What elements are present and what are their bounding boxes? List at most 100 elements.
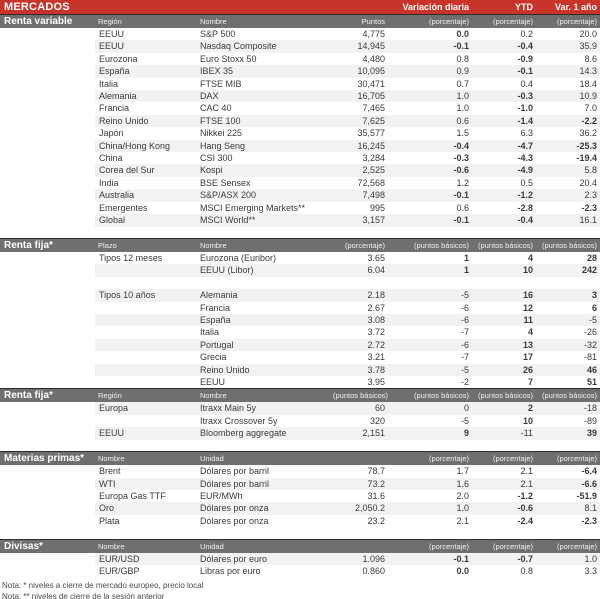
cell-ytd-change: 12 xyxy=(523,302,534,313)
table-row: España IBEX 35 10,095 0.9 -0.1 14.3 xyxy=(0,65,600,78)
table-row: Japón Nikkei 225 35,577 1.5 6.3 36.2 xyxy=(0,127,600,139)
cell-1y-change: 8.1 xyxy=(536,502,600,515)
cell-value: 35,577 xyxy=(357,128,386,139)
section-column-header: (puntos básicos) xyxy=(330,388,389,403)
cell-value: 995 xyxy=(370,202,386,213)
cell-ytd-change: 7 xyxy=(528,377,534,388)
cell-region: Alemania xyxy=(95,90,197,103)
cell-daily-change: 1.5 xyxy=(456,128,470,139)
cell-1y-change: 35.9 xyxy=(536,40,600,53)
cell-daily-change: -0.6 xyxy=(388,164,473,177)
row-section-spacer-cell xyxy=(0,90,95,102)
cell-region: EEUU xyxy=(99,29,125,39)
cell-value: 3.95 xyxy=(367,377,386,388)
cell-region: EUR/USD xyxy=(95,552,197,566)
cell-region: Italia xyxy=(99,78,119,89)
cell-value: 4,480 xyxy=(362,53,386,64)
table-row: Australia S&P/ASX 200 7,498 -0.1 -1.2 2.3 xyxy=(0,189,600,202)
cell-name: CSI 300 xyxy=(200,153,233,164)
cell-ytd-change: -4.7 xyxy=(472,139,537,153)
table-row: Italia 3.72 -7 4 -26 xyxy=(0,326,600,338)
section-column-header: Nombre xyxy=(197,14,330,28)
cell-1y-change: 5.8 xyxy=(536,164,600,177)
cell-name: Reino Unido xyxy=(197,363,330,377)
section-header: Materias primas* Nombre Unidad (porcentaje)… xyxy=(0,451,600,466)
row-section-spacer-cell xyxy=(0,302,95,314)
cell-daily-change: -7 xyxy=(461,327,470,338)
section-column-header: (porcentaje) xyxy=(330,238,389,252)
section-column-header: (porcentaje) xyxy=(472,451,537,466)
section-column-header: (puntos básicos) xyxy=(388,388,473,403)
cell-daily-change: -0.1 xyxy=(388,552,473,566)
section-column-header: (porcentaje) xyxy=(472,538,537,553)
cell-region xyxy=(95,415,197,427)
cell-1y-change: 14.3 xyxy=(536,65,600,78)
cell-name: Dólares por onza xyxy=(197,502,330,515)
cell-value: 31.6 xyxy=(367,490,386,501)
section-column-header: (puntos básicos) xyxy=(536,238,600,252)
cell-name: Portugal xyxy=(197,338,330,352)
cell-name: BSE Sensex xyxy=(200,177,251,188)
table-row: Grecia 3.21 -7 17 -81 xyxy=(0,351,600,363)
cell-name: Alemania xyxy=(197,289,330,302)
cell-ytd-change: 0.5 xyxy=(520,177,534,188)
cell-value: 3,284 xyxy=(362,153,386,164)
table-row: Plata Dólares por onza 23.2 2.1 -2.4 -2.3 xyxy=(0,515,600,527)
cell-region: Europa xyxy=(95,402,197,415)
section-header: Renta fija* Región Nombre (puntos básicos)(… xyxy=(0,388,600,403)
cell-daily-change: 2.0 xyxy=(456,490,470,501)
table-row: EEUU 3.95 -2 7 51 xyxy=(0,376,600,389)
cell-value: 72,568 xyxy=(357,177,386,188)
cell-ytd-change: 16 xyxy=(472,289,537,302)
section-column-header: Región xyxy=(95,14,197,28)
cell-daily-change: 0 xyxy=(388,402,473,415)
cell-ytd-change: -0.3 xyxy=(472,90,537,103)
table-row: Global MSCI World** 3,157 -0.1 -0.4 16.1 xyxy=(0,214,600,227)
cell-value: 3.78 xyxy=(330,363,389,377)
cell-ytd-change: 0.4 xyxy=(520,78,534,89)
row-section-spacer-cell xyxy=(0,177,95,189)
cell-daily-change: -0.1 xyxy=(388,214,473,227)
cell-daily-change: -0.1 xyxy=(388,189,473,202)
cell-region: EUR/GBP xyxy=(99,566,140,577)
cell-ytd-change: 6.3 xyxy=(520,128,534,139)
row-section-spacer-cell xyxy=(0,189,95,201)
row-section-spacer-cell xyxy=(0,202,95,214)
cell-value: 14,945 xyxy=(330,40,389,53)
cell-daily-change: -5 xyxy=(388,363,473,377)
cell-region: EEUU xyxy=(95,427,197,440)
cell-region: Global xyxy=(95,214,197,227)
cell-value: 3.08 xyxy=(330,314,389,327)
cell-ytd-change: -0.4 xyxy=(472,40,537,53)
cell-daily-change: 9 xyxy=(388,427,473,440)
cell-value xyxy=(330,277,388,289)
cell-ytd-change: -0.4 xyxy=(472,214,537,227)
column-header-daily-change: Variación diaria xyxy=(388,0,473,15)
section-column-header: (porcentaje) xyxy=(388,538,473,553)
cell-value: 7,465 xyxy=(362,103,386,114)
cell-name: Libras por euro xyxy=(200,566,261,577)
cell-daily-change: 1.7 xyxy=(456,466,470,477)
cell-daily-change: -5 xyxy=(461,415,470,426)
footnotes: Nota: * niveles a cierre de mercado euro… xyxy=(0,578,600,599)
cell-ytd-change: 0.8 xyxy=(520,566,534,577)
cell-1y-change: -18 xyxy=(536,402,600,415)
cell-1y-change: -2.3 xyxy=(581,515,598,526)
cell-daily-change: -7 xyxy=(461,352,470,363)
cell-ytd-change: 17 xyxy=(523,352,534,363)
table-row: EUR/GBP Libras por euro 0.860 0.0 0.8 3.3 xyxy=(0,565,600,577)
cell-1y-change xyxy=(536,277,600,289)
cell-name: Italia xyxy=(200,327,220,338)
cell-region: Francia xyxy=(99,103,130,114)
table-row: China CSI 300 3,284 -0.3 -4.3 -19.4 xyxy=(0,152,600,164)
table-row: Eurozona Euro Stoxx 50 4,480 0.8 -0.9 8.6 xyxy=(0,53,600,65)
cell-name: S&P/ASX 200 xyxy=(197,189,330,202)
cell-value: 6.04 xyxy=(330,264,389,277)
table-row: WTI Dólares por barril 73.2 1.6 2.1 -6.6 xyxy=(0,477,600,490)
cell-region: Eurozona xyxy=(99,53,138,64)
cell-name: Grecia xyxy=(200,352,227,363)
cell-daily-change: 1.0 xyxy=(388,502,473,515)
cell-daily-change: 1.0 xyxy=(388,90,473,103)
cell-daily-change: 1 xyxy=(388,264,473,277)
row-section-spacer-cell xyxy=(0,252,95,264)
